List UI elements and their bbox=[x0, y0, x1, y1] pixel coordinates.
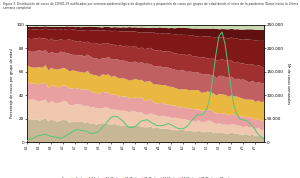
Y-axis label: Nº de casos semanales: Nº de casos semanales bbox=[286, 63, 290, 104]
Legend: Casos, <5 años, 5-14 años, 15-29 años, 30-39 años, 40-49 años, 50-59 años, 60-69: Casos, <5 años, 5-14 años, 15-29 años, 3… bbox=[58, 177, 233, 178]
Y-axis label: Porcentaje de casos por grupo de edad: Porcentaje de casos por grupo de edad bbox=[11, 49, 14, 119]
Text: Figura 3. Distribución de casos de COVID-19 notificados por semana epidemiológic: Figura 3. Distribución de casos de COVID… bbox=[3, 2, 298, 10]
